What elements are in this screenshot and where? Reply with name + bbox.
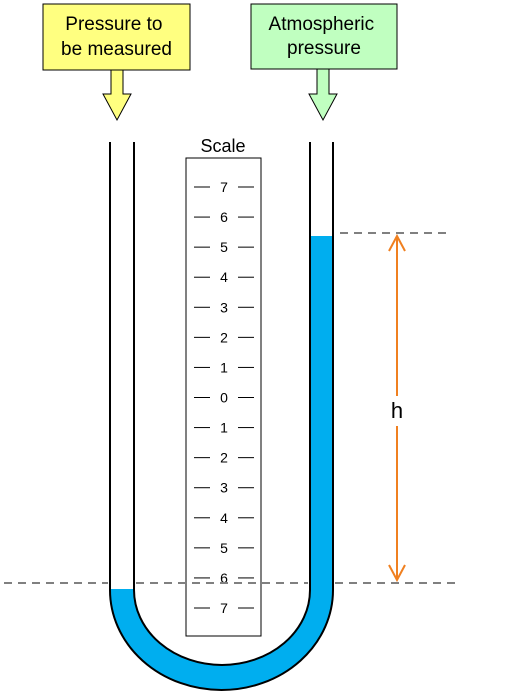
scale-tick-label: 4 <box>220 510 228 526</box>
scale-tick-label: 3 <box>220 299 228 315</box>
height-label-background <box>386 396 408 426</box>
scale-tick-label: 0 <box>220 390 228 406</box>
reference-lines <box>4 232 458 584</box>
scale-tick-label: 2 <box>220 329 228 345</box>
u-tube-outer-wall <box>109 142 334 691</box>
scale-title: Scale <box>200 136 245 156</box>
atmospheric-pressure-box <box>250 3 398 70</box>
scale-tick-label: 6 <box>220 570 228 586</box>
liquid-right-column <box>310 236 333 591</box>
manometer-liquid <box>110 236 333 690</box>
scale-tick-label: 5 <box>220 239 228 255</box>
scale-tick-label: 5 <box>220 540 228 556</box>
scale-tick-label: 1 <box>220 420 228 436</box>
scale-tick-label: 7 <box>220 600 228 616</box>
height-arrow-head-bottom <box>388 564 406 583</box>
atmospheric-pressure-arrow <box>308 68 338 122</box>
u-tube-inner-wall <box>133 142 311 666</box>
atmospheric-pressure-label: Atmospheric pressure <box>269 14 380 59</box>
scale-tick-label: 1 <box>220 359 228 375</box>
scale-tick-label: 2 <box>220 450 228 466</box>
height-label: h <box>391 398 403 423</box>
scale: Scale 7 6 5 4 3 2 1 0 1 2 3 4 5 6 7 <box>185 136 262 637</box>
pressure-measured-arrow <box>102 69 132 122</box>
liquid-bend <box>110 589 333 690</box>
scale-tick-label: 4 <box>220 269 228 285</box>
pressure-measured-callout: Pressure to be measured <box>42 3 191 122</box>
pressure-measured-box <box>42 3 191 71</box>
scale-ticks: 7 6 5 4 3 2 1 0 1 2 3 4 5 6 7 <box>194 179 254 616</box>
scale-tick-label: 3 <box>220 480 228 496</box>
pressure-measured-label: Pressure to be measured <box>61 14 172 60</box>
scale-tick-label: 6 <box>220 209 228 225</box>
u-tube <box>109 142 334 691</box>
atmospheric-pressure-callout: Atmospheric pressure <box>250 3 398 122</box>
height-arrow-head-top <box>388 233 406 252</box>
scale-tick-label: 7 <box>220 179 228 195</box>
